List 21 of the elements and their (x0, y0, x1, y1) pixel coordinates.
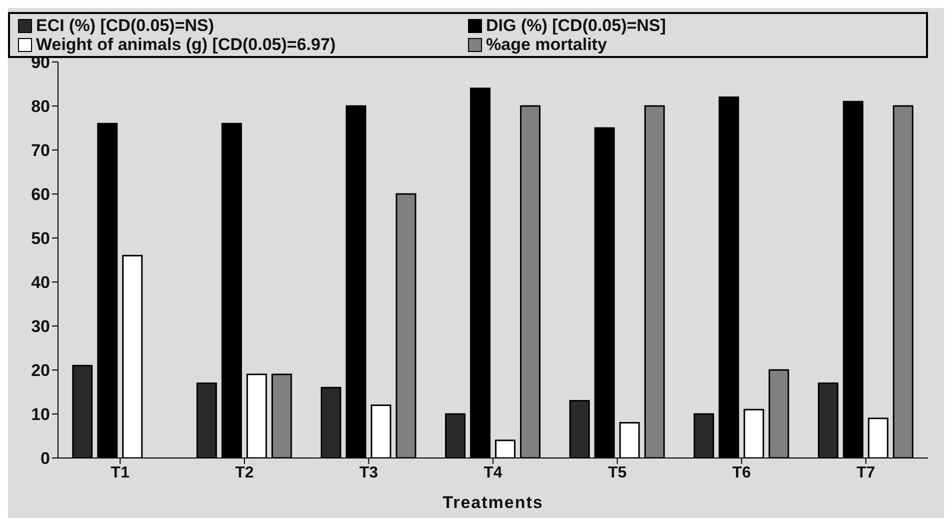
x-tick-label: T2 (235, 464, 254, 482)
x-tick-label: T5 (608, 464, 627, 482)
y-tick-label: 10 (31, 405, 50, 424)
x-tick-label: T7 (856, 464, 876, 482)
x-tick-label: T3 (359, 464, 378, 482)
y-tick-label: 20 (31, 361, 50, 380)
legend-label: Weight of animals (g) [CD(0.05)=6.97) (36, 35, 336, 54)
x-axis-title: Treatments (442, 493, 544, 512)
y-tick-label: 40 (31, 273, 50, 292)
x-tick-label: T1 (110, 464, 130, 482)
legend-label: ECI (%) [CD(0.05)=NS) (36, 16, 214, 35)
x-tick-label: T4 (484, 464, 502, 482)
y-tick-label: 80 (31, 97, 50, 116)
y-tick-label: 70 (31, 141, 50, 160)
legend-label: DIG (%) [CD(0.05)=NS] (486, 16, 666, 35)
legend-label: %age mortality (486, 35, 607, 54)
x-tick-label: T6 (732, 464, 752, 482)
y-tick-label: 30 (31, 317, 50, 336)
y-tick-label: 60 (31, 185, 50, 204)
y-tick-label: 0 (40, 449, 50, 468)
y-tick-label: 50 (31, 229, 50, 248)
